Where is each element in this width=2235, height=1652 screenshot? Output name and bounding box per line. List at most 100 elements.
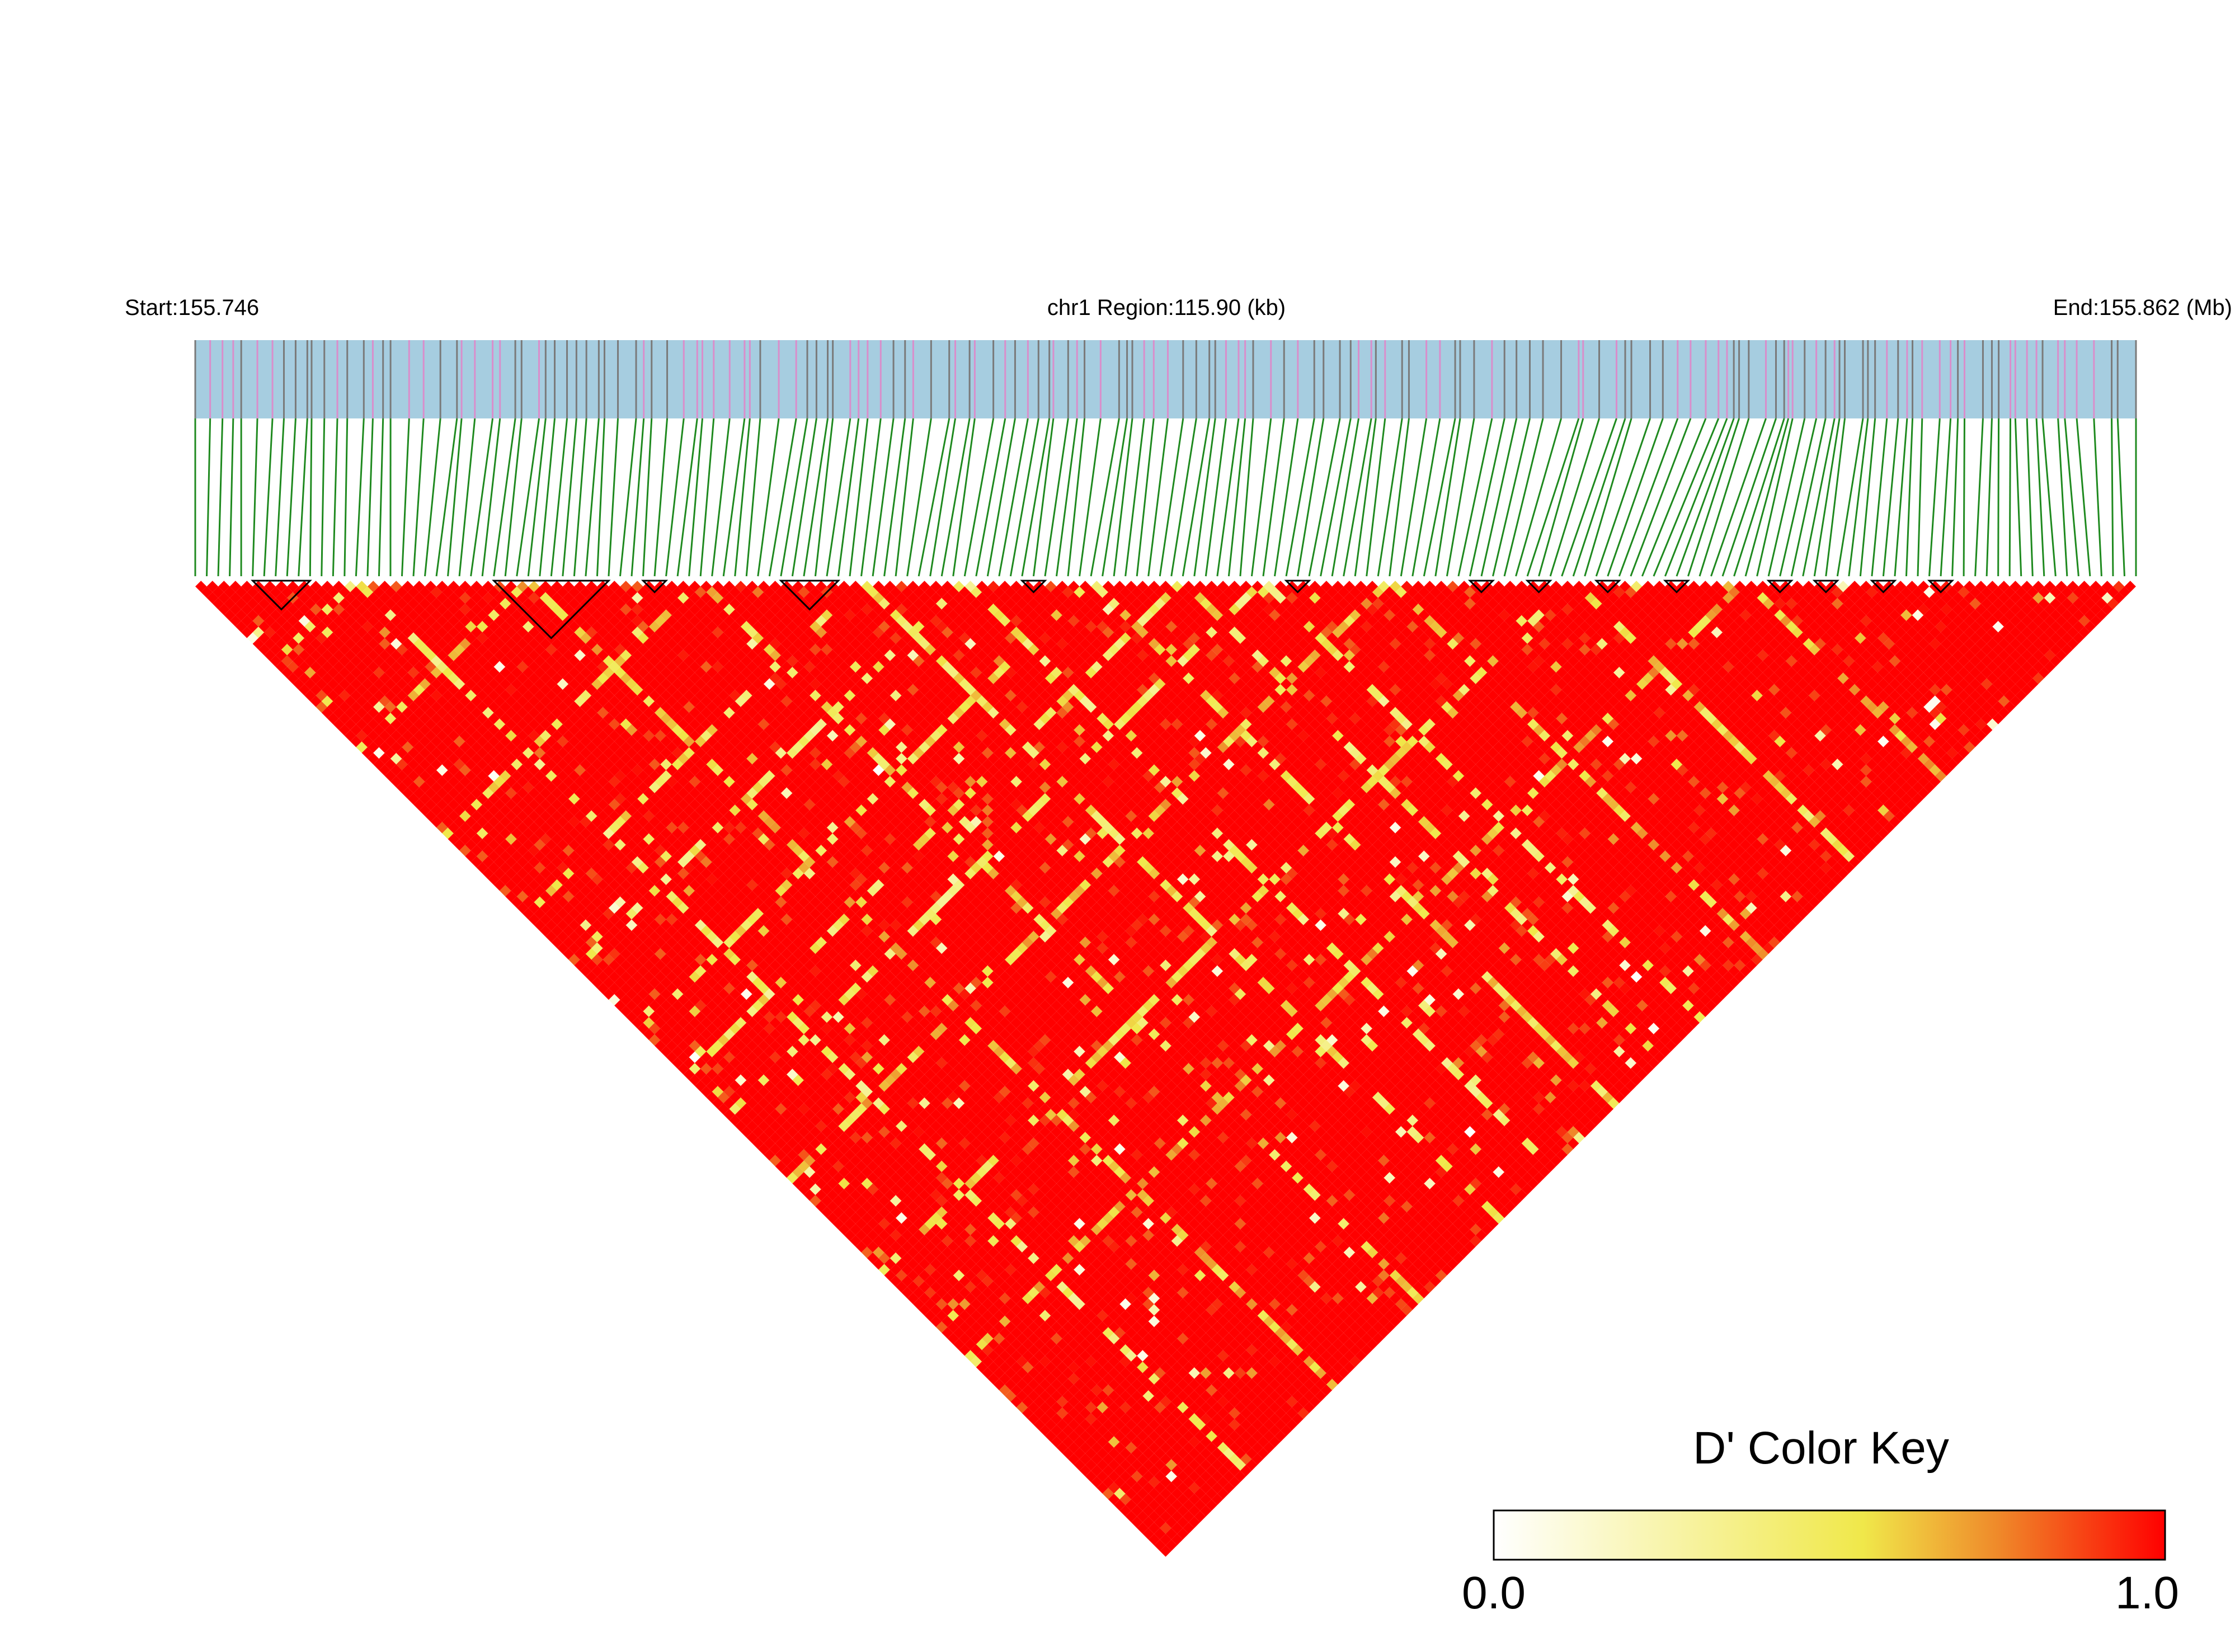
ld-cell [206, 581, 219, 592]
ld-cell [402, 729, 414, 742]
ld-cell [459, 752, 471, 765]
ld-cell [919, 1281, 930, 1293]
ld-cell [1119, 1482, 1131, 1494]
ld-cell [1044, 1373, 1057, 1385]
snp-connector [1354, 418, 1377, 577]
ld-cell [557, 931, 569, 943]
ld-cell [1160, 1533, 1171, 1546]
ld-cell [959, 1321, 971, 1333]
ld-cell [1108, 1436, 1120, 1448]
ld-cell [528, 914, 540, 925]
ld-cell [453, 759, 465, 770]
ld-cell [304, 655, 316, 667]
snp-connector [309, 418, 313, 577]
ld-cell [873, 1223, 884, 1236]
snp-connector [1274, 418, 1299, 577]
ld-cell [373, 747, 385, 759]
ld-cell [976, 1315, 988, 1328]
ld-cell [523, 850, 534, 862]
snp-connector [699, 418, 715, 577]
ld-cell [1051, 1390, 1062, 1402]
ld-cell [373, 690, 385, 702]
ld-cell [660, 988, 672, 1000]
ld-cell [826, 1155, 839, 1166]
ld-cell [338, 632, 351, 644]
ld-cell [746, 1132, 758, 1143]
ld-cell [344, 684, 356, 696]
ld-cell [741, 1080, 752, 1092]
ld-cell [655, 994, 666, 1006]
ld-cell [815, 1178, 827, 1189]
snp-connector [768, 418, 797, 577]
snp-connector [1928, 418, 1941, 577]
ld-cell [1010, 1350, 1022, 1362]
snp-connector [1090, 418, 1120, 577]
snp-connector [1882, 418, 1899, 577]
ld-cell [1085, 1390, 1097, 1402]
ld-cell [677, 1040, 689, 1052]
ld-cell [333, 661, 345, 673]
ld-cell [643, 982, 655, 994]
ld-cell [970, 1333, 982, 1345]
snp-connector [596, 418, 605, 577]
ld-cell [1016, 1401, 1028, 1414]
snp-connector [1102, 418, 1128, 577]
ld-cell [459, 764, 471, 776]
ld-cell [999, 1327, 1011, 1339]
ld-cell [999, 1361, 1011, 1373]
ld-cell [356, 649, 368, 661]
ld-cell [1062, 1447, 1074, 1460]
snp-connector [1216, 418, 1240, 577]
ld-cell [919, 1292, 930, 1305]
ld-cell [924, 1241, 936, 1253]
ld-cell [379, 752, 390, 765]
snp-connector [1377, 418, 1403, 577]
snp-connector [321, 418, 326, 577]
ld-cell [953, 1327, 965, 1339]
ld-cell [912, 1264, 925, 1276]
snp-connector [1641, 418, 1707, 577]
snp-connector [883, 418, 906, 577]
ld-cell [924, 1229, 936, 1241]
ld-cell [493, 810, 506, 822]
ld-cell [959, 1310, 971, 1321]
ld-cell [310, 684, 322, 696]
ld-cell [539, 902, 552, 914]
snp-connector [665, 418, 685, 577]
ld-cell [562, 914, 575, 925]
ld-cell [1056, 1407, 1069, 1419]
ld-cell [430, 736, 443, 747]
snp-connector [1503, 418, 1544, 577]
ld-cell [677, 982, 689, 994]
ld-cell [884, 1235, 896, 1247]
ld-cell [356, 729, 368, 742]
ld-cell [792, 1143, 804, 1155]
ld-cell [465, 850, 477, 862]
snp-connector [378, 418, 384, 577]
snp-connector [1044, 418, 1069, 577]
ld-cell [574, 902, 586, 914]
ld-cell [987, 1292, 999, 1305]
ld-cell [470, 787, 483, 799]
ld-cell [379, 684, 390, 696]
ld-cell [666, 1051, 678, 1063]
ld-cell [321, 638, 333, 650]
ld-cell [884, 1189, 896, 1201]
ld-cell [482, 787, 494, 799]
ld-cell [476, 839, 488, 851]
ld-cell [201, 586, 213, 598]
ld-cell [499, 816, 511, 828]
ld-cell [591, 919, 603, 931]
ld-cell [717, 1091, 730, 1103]
ld-cell [344, 638, 356, 650]
ld-cell [465, 770, 477, 782]
ld-cell [402, 775, 414, 788]
ld-cell [947, 1275, 959, 1287]
ld-cell [1085, 1401, 1097, 1414]
ld-cell [792, 1166, 804, 1178]
ld-cell [907, 1281, 919, 1293]
ld-cell [746, 1097, 758, 1109]
ld-cell [625, 1000, 638, 1011]
ld-cell [735, 1097, 747, 1109]
ld-cell [580, 919, 592, 931]
